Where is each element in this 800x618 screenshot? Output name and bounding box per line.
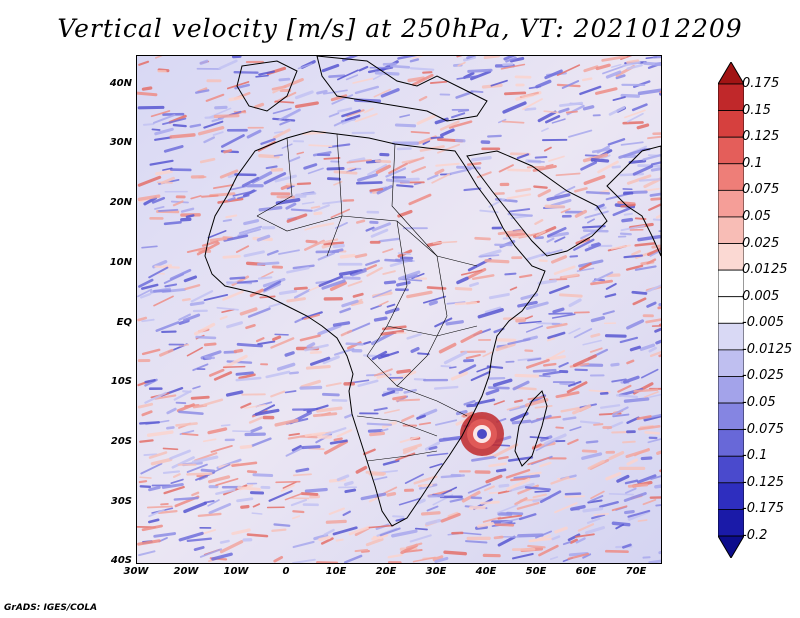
colorbar-bin (718, 322, 744, 351)
coastlines (204, 56, 661, 527)
lat-label-40n: 40N (109, 78, 132, 89)
colorbar-label: -0.1 (742, 448, 768, 464)
colorbar-bottom-arrow (718, 535, 744, 558)
colorbar-bin (718, 269, 744, 298)
lon-label-30e: 30E (425, 566, 447, 577)
colorbar-label: -0.005 (742, 315, 784, 331)
colorbar-label: -0.125 (742, 474, 784, 490)
colorbar-bin (718, 189, 744, 218)
colorbar-bin (718, 216, 744, 244)
map-svg (137, 56, 661, 563)
colorbar-bin (718, 509, 744, 537)
lon-label-70e: 70E (625, 566, 647, 577)
colorbar-bin (718, 83, 744, 111)
lon-label-10w: 10W (223, 566, 249, 577)
lat-label-10n: 10N (109, 257, 132, 268)
colorbar-bin (718, 296, 744, 324)
colorbar-label: -0.0125 (742, 341, 793, 357)
colorbar-label: -0.05 (742, 395, 776, 411)
lat-label-20n: 20N (109, 197, 132, 208)
lon-label-30w: 30W (123, 566, 149, 577)
lat-label-10s: 10S (110, 376, 132, 387)
colorbar-bin (718, 136, 744, 165)
colorbar-label: 0.025 (742, 235, 780, 251)
lon-label-60e: 60E (575, 566, 597, 577)
colorbar-bin (718, 482, 744, 510)
colorbar-label: -0.175 (742, 501, 784, 517)
colorbar-top-arrow (718, 62, 744, 85)
colorbar-bin (718, 163, 744, 191)
colorbar-bin (718, 110, 744, 138)
map-plot-area (136, 55, 662, 564)
colorbar-label: 0.075 (742, 182, 780, 198)
lon-label-20w: 20W (173, 566, 199, 577)
lat-label-30s: 30S (110, 496, 132, 507)
colorbar-label: 0.1 (742, 155, 763, 171)
colorbar (718, 62, 744, 558)
lon-label-10e: 10E (325, 566, 347, 577)
colorbar-bin (718, 349, 744, 377)
lon-label-0: 0 (282, 566, 290, 577)
grads-credit: GrADS: IGES/COLA (4, 603, 98, 613)
colorbar-bin (718, 429, 744, 457)
lon-label-20e: 20E (375, 566, 397, 577)
lon-label-40e: 40E (475, 566, 497, 577)
country-borders (256, 133, 478, 462)
colorbar-bin (718, 243, 744, 271)
colorbar-label: 0.125 (742, 129, 780, 145)
colorbar-bin (718, 402, 744, 431)
map-title: Vertical velocity [m/s] at 250hPa, VT: 2… (57, 14, 743, 43)
lat-label-eq: EQ (116, 317, 132, 328)
lon-label-50e: 50E (525, 566, 547, 577)
colorbar-label: 0.0125 (742, 262, 788, 278)
lat-label-40s: 40S (110, 555, 132, 566)
colorbar-bin (718, 376, 744, 404)
colorbar-label: 0.15 (742, 102, 771, 118)
colorbar-label: 0.05 (742, 208, 771, 224)
colorbar-label: -0.025 (742, 368, 784, 384)
colorbar-bin (718, 455, 744, 484)
lat-label-20s: 20S (110, 436, 132, 447)
colorbar-label: 0.175 (742, 76, 780, 91)
colorbar-label: -0.2 (742, 528, 768, 543)
velocity-field (137, 56, 661, 563)
lat-label-30n: 30N (109, 137, 132, 148)
colorbar-label: -0.075 (742, 421, 784, 437)
colorbar-label: 0.005 (742, 288, 780, 304)
